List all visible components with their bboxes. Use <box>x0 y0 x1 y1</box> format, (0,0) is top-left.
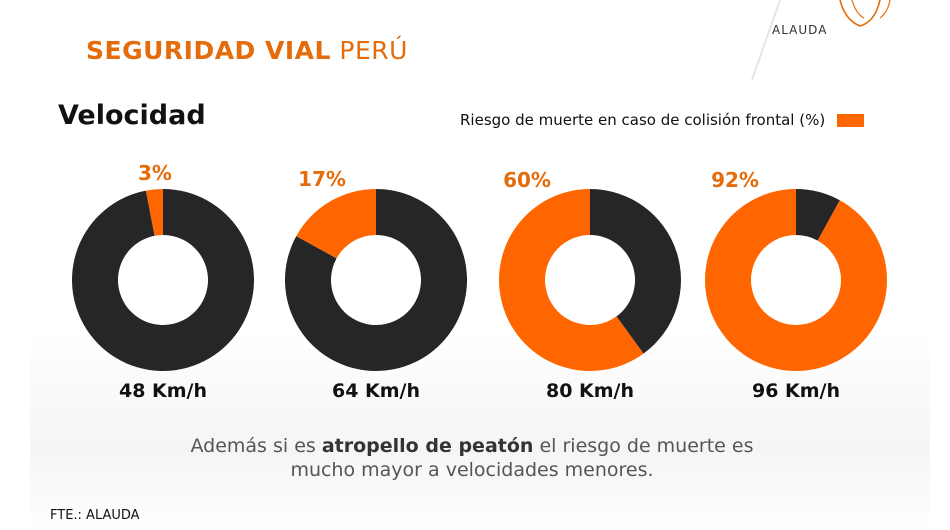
chart-legend: Riesgo de muerte en caso de colisión fro… <box>460 111 865 129</box>
footnote: Además si es atropello de peatón el ries… <box>172 434 772 482</box>
logo-graphic <box>751 0 891 80</box>
note-bold: atropello de peatón <box>321 435 534 457</box>
data-label: 92% <box>711 168 759 192</box>
donut-chart-1: 3% 48 Km/h <box>72 161 255 402</box>
donut-chart-2: 17% 64 Km/h <box>285 167 468 402</box>
data-label: 60% <box>503 168 551 192</box>
category-label: 96 Km/h <box>752 380 840 402</box>
donut-charts: 3% 48 Km/h 17% 64 Km/h 60% 80 Km/h 92% 96 Km/h <box>72 161 888 402</box>
page-title: SEGURIDAD VIAL PERÚ <box>86 36 408 65</box>
donut-slice-remainder <box>285 189 468 371</box>
data-label: 3% <box>138 161 172 185</box>
page-title-country: PERÚ <box>339 36 408 65</box>
source-label: FTE.: ALAUDA <box>50 508 140 523</box>
donut-chart-4: 92% 96 Km/h <box>705 168 888 402</box>
legend-swatch <box>837 113 865 127</box>
data-label: 17% <box>298 167 346 191</box>
note-part2: el riesgo de muerte es mucho mayor a vel… <box>290 435 754 481</box>
donut-slice-remainder <box>590 189 681 354</box>
donut-chart-3: 60% 80 Km/h <box>499 168 681 402</box>
donut-slice-risk <box>499 189 644 371</box>
donut-slice-risk <box>296 189 376 259</box>
category-label: 48 Km/h <box>119 380 207 402</box>
category-label: 80 Km/h <box>546 380 634 402</box>
section-subtitle: Velocidad <box>58 100 206 131</box>
legend-label: Riesgo de muerte en caso de colisión fro… <box>460 111 826 129</box>
donut-slice-risk <box>705 189 888 371</box>
page-title-bold: SEGURIDAD VIAL <box>86 36 331 65</box>
category-label: 64 Km/h <box>332 380 420 402</box>
logo-text: ALAUDA <box>772 23 828 37</box>
donut-slice-remainder <box>796 189 840 241</box>
note-part1: Además si es <box>190 435 322 457</box>
donut-slice-risk <box>145 189 163 236</box>
donut-slice-remainder <box>72 189 255 371</box>
